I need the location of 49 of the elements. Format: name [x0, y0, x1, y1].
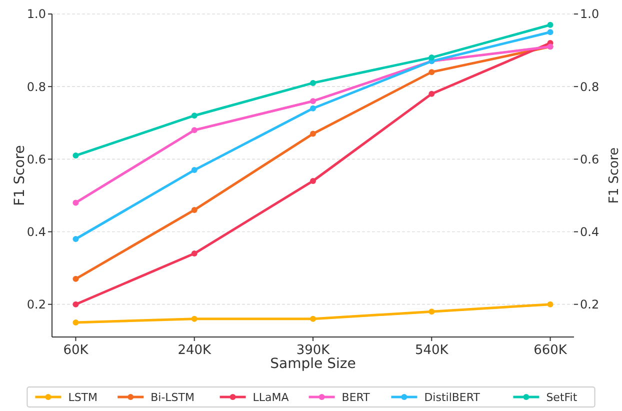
legend-label: Bi-LSTM [150, 390, 195, 404]
point [191, 167, 198, 174]
legend-label: DistilBERT [424, 390, 480, 404]
point [72, 276, 79, 282]
y2-tick-label: 0.6 [580, 152, 600, 166]
point [310, 316, 316, 322]
x-tick-label: 390K [296, 343, 330, 358]
point [72, 319, 79, 326]
y-tick-label: 1.0 [26, 7, 46, 22]
point [428, 90, 435, 97]
point [310, 105, 316, 112]
point [547, 301, 554, 308]
point [428, 54, 435, 61]
legend-label: LLaMA [252, 390, 290, 404]
point [428, 308, 435, 315]
y2-axis-title: F1 Score [607, 147, 622, 204]
point [310, 98, 316, 104]
y-tick-label: 0.8 [26, 80, 46, 94]
point [547, 22, 554, 28]
x-tick-label: 660K [534, 343, 568, 358]
y2-tick-label: 0.2 [580, 298, 600, 312]
x-tick-label: 540K [414, 343, 449, 358]
point [191, 250, 198, 257]
point [72, 301, 79, 308]
legend-label: SetFit [546, 390, 578, 404]
y2-tick-label: 0.8 [580, 80, 600, 94]
x-tick-label: 60K [63, 343, 89, 358]
point [72, 236, 79, 242]
point [191, 206, 198, 213]
point [310, 178, 316, 184]
point [310, 130, 316, 137]
y-tick-label: 0.6 [26, 152, 46, 166]
y2-tick-label: 1.0 [580, 7, 600, 22]
point [72, 200, 79, 206]
y-tick-label: 0.2 [26, 298, 46, 312]
y2-tick-label: 0.4 [580, 224, 600, 239]
y-axis-title: F1 Score [12, 145, 28, 206]
point [310, 80, 316, 86]
point [547, 29, 554, 36]
y-tick-label: 0.4 [26, 224, 46, 239]
x-tick-label: 240K [178, 343, 212, 358]
point [191, 316, 198, 322]
point [428, 69, 435, 76]
point [191, 127, 198, 134]
legend-label: LSTM [68, 390, 98, 404]
point [72, 152, 79, 159]
x-axis-title: Sample Size [270, 356, 356, 372]
point [191, 112, 198, 119]
legend-label: BERT [342, 390, 370, 404]
